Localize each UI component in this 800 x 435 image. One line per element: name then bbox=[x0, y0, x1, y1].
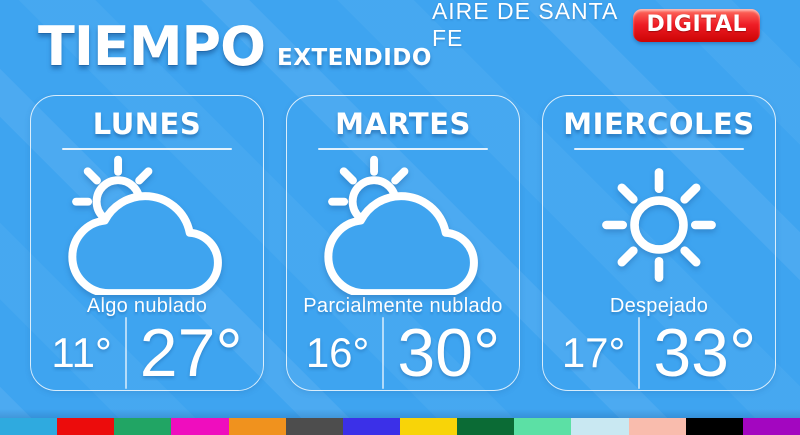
logo-sub-text: EXTENDIDO bbox=[277, 45, 432, 71]
temperatures: 11° 27° bbox=[51, 314, 243, 391]
temperatures: 17° 33° bbox=[562, 316, 756, 390]
temp-max: 33° bbox=[653, 314, 757, 391]
sun-icon bbox=[591, 154, 727, 296]
stripe-segment bbox=[685, 418, 743, 435]
temp-min: 11° bbox=[51, 328, 112, 376]
day-name: MARTES bbox=[335, 107, 471, 141]
stripe-segment bbox=[114, 418, 172, 435]
color-stripe bbox=[0, 418, 800, 435]
stripe-segment bbox=[742, 418, 800, 435]
forecast-cards: LUNES Algo nublado 11° 27° bbox=[30, 95, 776, 391]
temp-min: 17° bbox=[561, 328, 626, 376]
stripe-segment bbox=[399, 418, 458, 435]
brand-name: AIRE DE SANTA FE bbox=[431, 0, 618, 51]
stripe-segment bbox=[514, 418, 572, 435]
forecast-card-martes: MARTES Parcialmente nublado 16° bbox=[286, 95, 520, 391]
condition-text: Parcialmente nublado bbox=[303, 294, 503, 317]
day-underline bbox=[62, 147, 232, 150]
stripe-segment bbox=[342, 418, 400, 435]
condition-text: Despejado bbox=[609, 294, 709, 317]
stripe-segment bbox=[571, 418, 629, 435]
forecast-card-lunes: LUNES Algo nublado 11° 27° bbox=[30, 95, 264, 391]
temp-separator bbox=[382, 316, 385, 389]
stripe-segment bbox=[228, 418, 286, 435]
forecast-card-miercoles: MIERCOLES Despejado 17° 33 bbox=[542, 95, 776, 391]
temp-max: 30° bbox=[397, 314, 501, 391]
condition-text: Algo nublado bbox=[86, 294, 208, 317]
show-logo: TIEMPO EXTENDIDO bbox=[38, 20, 432, 74]
day-underline bbox=[318, 147, 488, 150]
brand-group: AIRE DE SANTA FE DIGITAL bbox=[432, 0, 760, 74]
stripe-segment bbox=[57, 418, 115, 435]
stripe-segment bbox=[171, 418, 229, 435]
day-underline bbox=[574, 147, 744, 150]
sun-behind-cloud-icon bbox=[53, 154, 241, 296]
sun-behind-cloud-icon bbox=[309, 154, 497, 296]
digital-badge: DIGITAL bbox=[633, 8, 760, 42]
temp-separator bbox=[638, 316, 641, 389]
stripe-shadow bbox=[0, 409, 800, 418]
day-name: MIERCOLES bbox=[563, 107, 755, 141]
temp-min: 16° bbox=[305, 328, 370, 376]
day-name: LUNES bbox=[92, 107, 202, 141]
stripe-segment bbox=[285, 418, 343, 435]
header: TIEMPO EXTENDIDO AIRE DE SANTA FE DIGITA… bbox=[0, 0, 800, 92]
logo-main-text: TIEMPO bbox=[38, 15, 266, 78]
temperatures: 16° 30° bbox=[306, 316, 500, 390]
stripe-segment bbox=[457, 418, 515, 435]
stripe-segment bbox=[0, 418, 58, 435]
temp-max: 27° bbox=[139, 314, 243, 391]
temp-separator bbox=[124, 316, 127, 389]
stripe-segment bbox=[628, 418, 686, 435]
